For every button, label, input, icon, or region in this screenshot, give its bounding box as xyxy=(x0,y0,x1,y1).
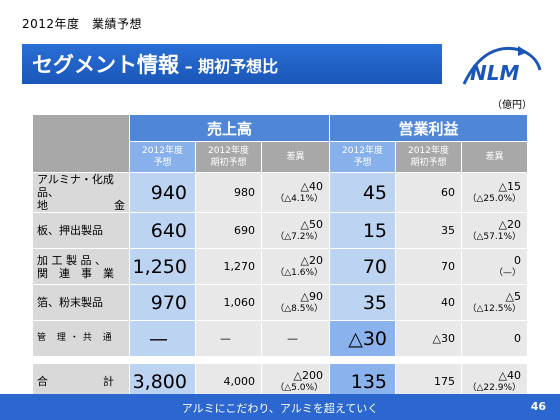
footer-bar: アルミにこだわり、アルミを超えていく 46 xyxy=(0,394,560,420)
sales-diff-cell: △50 （△7.2%） xyxy=(261,212,330,249)
total-op-forecast: 135 xyxy=(329,363,396,400)
sales-initial: 1,060 xyxy=(195,284,262,321)
op-diff-pct: （△12.5%） xyxy=(467,303,521,314)
op-forecast: 15 xyxy=(329,212,396,249)
table-row: 板、押出製品 640 690 △50 （△7.2%） 15 35 △20 （△57.… xyxy=(32,212,528,249)
footer-tagline: アルミにこだわり、アルミを超えていく xyxy=(181,402,379,415)
op-initial: △30 xyxy=(395,320,462,357)
title-sub: 期初予想比 xyxy=(198,57,279,76)
total-op-initial: 175 xyxy=(395,363,462,400)
sales-initial: 690 xyxy=(195,212,262,249)
total-label: 合 計 xyxy=(32,363,130,400)
op-diff-pct: （△25.0%） xyxy=(467,193,521,204)
title-main: セグメント情報 xyxy=(32,53,179,77)
sales-forecast: — xyxy=(129,320,196,357)
sales-diff-cell: △40 （△4.1%） xyxy=(261,172,330,213)
subheader-sales-diff: 差異 xyxy=(261,141,330,173)
subheader-op-initial: 2012年度 期初予想 xyxy=(395,141,462,173)
sales-diff-pct: （△4.1%） xyxy=(275,193,323,204)
sales-diff: △90 xyxy=(300,289,323,303)
table-row: アルミナ・化成品、 地 金 940 980 △40 （△4.1%） 45 60 △… xyxy=(32,172,528,213)
op-forecast: △30 xyxy=(329,320,396,357)
sales-diff: — xyxy=(287,332,298,345)
op-initial: 35 xyxy=(395,212,462,249)
total-row: 合 計 3,800 4,000 △200 （△5.0%） 135 175 △40 （… xyxy=(32,363,528,400)
unit-label: （億円） xyxy=(492,100,532,111)
row-label: 板、押出製品 xyxy=(32,212,130,249)
sales-forecast: 940 xyxy=(129,172,196,213)
sales-diff: △20 xyxy=(300,253,323,267)
document-subtitle: 2012年度 業績予想 xyxy=(22,17,143,31)
op-initial: 60 xyxy=(395,172,462,213)
subheader-sales-initial: 2012年度 期初予想 xyxy=(195,141,262,173)
op-forecast: 35 xyxy=(329,284,396,321)
total-op-diff-pct: （△22.9%） xyxy=(467,382,521,393)
op-diff-pct: （—） xyxy=(493,267,521,278)
total-op-diff-cell: △40 （△22.9%） xyxy=(461,363,528,400)
sales-initial: — xyxy=(195,320,262,357)
subheader-op-diff: 差異 xyxy=(461,141,528,173)
op-forecast: 70 xyxy=(329,248,396,285)
op-diff-cell: 0 xyxy=(461,320,528,357)
sales-diff-pct: （△8.5%） xyxy=(275,303,323,314)
total-sales-diff-pct: （△5.0%） xyxy=(275,382,323,393)
total-sales-diff: △200 xyxy=(293,368,323,382)
op-diff: △5 xyxy=(505,289,521,303)
sales-diff-cell: △90 （△8.5%） xyxy=(261,284,330,321)
op-diff: △15 xyxy=(498,179,521,193)
segment-table: 売上高 営業利益 2012年度 予想 2012年度 期初予想 差異 2012年度… xyxy=(32,114,528,400)
total-op-diff: △40 xyxy=(498,368,521,382)
subheader-op-forecast: 2012年度 予想 xyxy=(329,141,396,173)
company-logo: NLM xyxy=(458,40,544,90)
op-diff-cell: 0 （—） xyxy=(461,248,528,285)
page-number: 46 xyxy=(530,400,546,413)
group-header-sales: 売上高 xyxy=(129,114,330,142)
sales-forecast: 1,250 xyxy=(129,248,196,285)
title-bar: セグメント情報 – 期初予想比 xyxy=(22,44,442,84)
sales-diff-cell: △20 （△1.6%） xyxy=(261,248,330,285)
op-diff: △20 xyxy=(498,217,521,231)
op-initial: 40 xyxy=(395,284,462,321)
table-row: 箔、粉末製品 970 1,060 △90 （△8.5%） 35 40 △5 （△12… xyxy=(32,284,528,321)
sales-forecast: 640 xyxy=(129,212,196,249)
row-label: 管 理・共 通 xyxy=(32,320,130,357)
sales-diff: △50 xyxy=(300,217,323,231)
sales-diff-cell: — xyxy=(261,320,330,357)
group-header-operating-income: 営業利益 xyxy=(329,114,528,142)
op-diff-cell: △15 （△25.0%） xyxy=(461,172,528,213)
sales-diff-pct: （△7.2%） xyxy=(275,231,323,242)
sales-initial: 1,270 xyxy=(195,248,262,285)
op-diff: 0 xyxy=(514,253,521,267)
op-diff-pct: （△57.1%） xyxy=(467,231,521,242)
header-corner xyxy=(32,114,130,173)
page-title: セグメント情報 – 期初予想比 xyxy=(32,49,278,79)
op-forecast: 45 xyxy=(329,172,396,213)
row-label: アルミナ・化成品、 地 金 xyxy=(32,172,130,213)
sales-initial: 980 xyxy=(195,172,262,213)
row-label: 箔、粉末製品 xyxy=(32,284,130,321)
sales-diff: △40 xyxy=(300,179,323,193)
sales-diff-pct: （△1.6%） xyxy=(275,267,323,278)
op-initial: 70 xyxy=(395,248,462,285)
total-sales-forecast: 3,800 xyxy=(129,363,196,400)
row-label: 加 工 製 品 、 関 連 事 業 xyxy=(32,248,130,285)
op-diff: 0 xyxy=(514,332,521,345)
logo-text: NLM xyxy=(470,61,519,85)
subheader-sales-forecast: 2012年度 予想 xyxy=(129,141,196,173)
op-diff-cell: △5 （△12.5%） xyxy=(461,284,528,321)
total-sales-diff-cell: △200 （△5.0%） xyxy=(261,363,330,400)
title-dash: – xyxy=(179,57,199,76)
op-diff-cell: △20 （△57.1%） xyxy=(461,212,528,249)
table-row: 管 理・共 通 — — — △30 △30 0 xyxy=(32,320,528,357)
table-row: 加 工 製 品 、 関 連 事 業 1,250 1,270 △20 （△1.6%）… xyxy=(32,248,528,285)
sales-forecast: 970 xyxy=(129,284,196,321)
